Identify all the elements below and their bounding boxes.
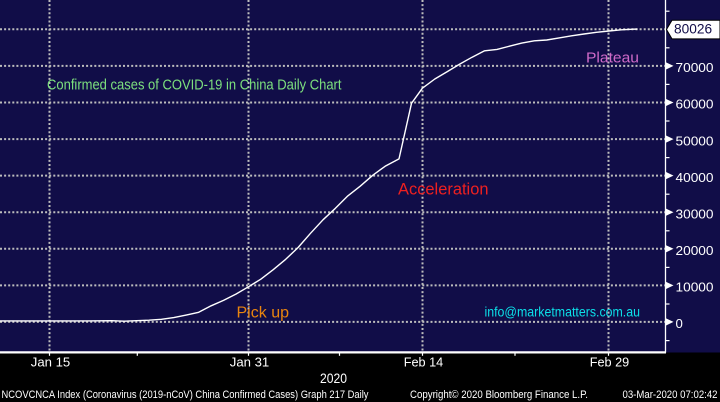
svg-text:2020: 2020 — [320, 370, 347, 386]
svg-text:Feb 14: Feb 14 — [404, 355, 444, 370]
svg-text:03-Mar-2020 07:02:42: 03-Mar-2020 07:02:42 — [623, 389, 718, 401]
svg-text:20000: 20000 — [676, 243, 714, 258]
svg-text:10000: 10000 — [676, 280, 714, 295]
svg-text:Jan 15: Jan 15 — [31, 355, 71, 370]
svg-text:60000: 60000 — [676, 97, 714, 112]
svg-text:Feb 29: Feb 29 — [590, 355, 630, 370]
svg-text:50000: 50000 — [676, 133, 714, 148]
svg-text:Jan 31: Jan 31 — [230, 355, 270, 370]
svg-text:Copyright© 2020 Bloomberg Fina: Copyright© 2020 Bloomberg Finance L.P. — [410, 389, 588, 401]
svg-text:Acceleration: Acceleration — [398, 181, 489, 199]
svg-text:Confirmed cases of COVID-19 in: Confirmed cases of COVID-19 in China Dai… — [47, 77, 342, 93]
svg-text:70000: 70000 — [676, 60, 714, 75]
svg-text:NCOVCNCA Index (Coronavirus (2: NCOVCNCA Index (Coronavirus (2019-nCoV) … — [2, 389, 370, 401]
svg-text:0: 0 — [676, 316, 683, 331]
svg-text:Pick up: Pick up — [237, 304, 290, 321]
svg-text:30000: 30000 — [676, 206, 714, 221]
svg-text:info@marketmatters.com.au: info@marketmatters.com.au — [485, 305, 641, 320]
svg-text:Plateau: Plateau — [586, 50, 639, 66]
svg-text:40000: 40000 — [676, 170, 714, 185]
svg-text:80026: 80026 — [674, 21, 712, 36]
